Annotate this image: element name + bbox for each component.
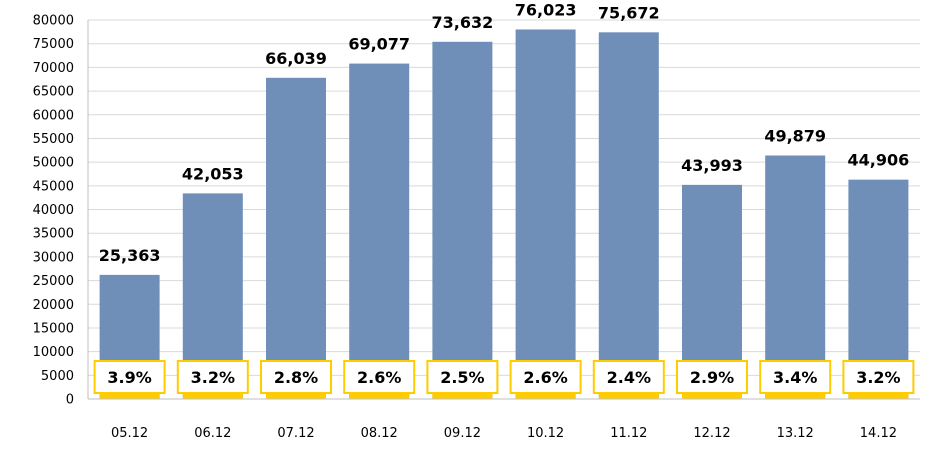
percent-label: 3.2% [856, 368, 900, 387]
bars: 25,363 3.9% 42,053 3.2% 66,039 2.8% 69,077 2.6%… [93, 0, 915, 400]
y-tick-label: 10000 [33, 345, 74, 360]
y-tick-label: 0 [66, 393, 74, 408]
bar [349, 63, 410, 400]
bar-value-label: 49,879 [764, 126, 826, 145]
x-tick-label: 14.12 [860, 426, 897, 441]
percent-label-box [759, 360, 832, 394]
percent-label: 2.9% [690, 368, 734, 387]
bar [515, 29, 576, 399]
bar-value-label: 69,077 [348, 35, 410, 54]
bar-value-label: 73,632 [432, 13, 494, 32]
y-tick-label: 75000 [33, 37, 74, 52]
bar [266, 77, 326, 400]
y-tick-label: 65000 [33, 85, 74, 100]
x-tick-label: 06.12 [194, 426, 231, 441]
y-tick-label: 15000 [33, 321, 74, 336]
percent-label-box [176, 360, 249, 394]
percent-label: 2.5% [440, 368, 484, 387]
y-tick-label: 55000 [33, 132, 74, 147]
bar [598, 32, 659, 399]
y-tick-label: 30000 [33, 250, 74, 265]
x-tick-label: 09.12 [444, 426, 481, 441]
y-tick-label: 70000 [33, 61, 74, 76]
y-tick-label: 25000 [33, 274, 74, 289]
y-tick-label: 50000 [33, 156, 74, 171]
x-tick-label: 05.12 [111, 426, 148, 441]
y-tick-label: 45000 [33, 179, 74, 194]
percent-label: 3.4% [773, 368, 817, 387]
percent-label-box [509, 360, 582, 394]
y-tick-label: 40000 [33, 203, 74, 218]
bar-value-label: 75,672 [598, 3, 660, 22]
y-tick-label: 20000 [33, 298, 74, 313]
y-tick-label: 35000 [33, 227, 74, 242]
bar [765, 155, 826, 399]
percent-label-box [260, 360, 332, 394]
percent-label-box [842, 360, 915, 394]
bar-value-label: 43,993 [681, 156, 743, 175]
percent-label-box [93, 360, 166, 394]
y-axis: 0 5000 10000 15000 20000 25000 30000 35000 40000… [33, 14, 89, 408]
percent-label: 2.8% [274, 368, 318, 387]
x-tick-label: 10.12 [527, 426, 564, 441]
y-tick-label: 5000 [41, 369, 74, 384]
bar-value-label: 76,023 [515, 0, 577, 19]
percent-label-box [426, 360, 499, 394]
x-axis: 05.12 06.12 07.12 08.12 09.12 10.12 11.12 12.12… [88, 398, 920, 441]
bar [432, 41, 493, 399]
bar-value-label: 44,906 [848, 151, 910, 170]
percent-label-box [676, 360, 748, 394]
y-tick-label: 60000 [33, 108, 74, 123]
x-tick-label: 07.12 [277, 426, 314, 441]
percent-label: 2.4% [607, 368, 651, 387]
bar-value-label: 42,053 [182, 164, 244, 183]
x-tick-label: 13.12 [777, 426, 814, 441]
bar-value-label: 66,039 [265, 49, 327, 68]
percent-label: 3.2% [191, 368, 235, 387]
percent-label: 3.9% [107, 368, 151, 387]
percent-label: 2.6% [523, 368, 567, 387]
y-tick-label: 80000 [33, 14, 74, 29]
x-tick-label: 08.12 [361, 426, 398, 441]
x-tick-label: 11.12 [610, 426, 647, 441]
x-tick-label: 12.12 [693, 426, 730, 441]
bar-value-label: 25,363 [99, 246, 161, 265]
percent-label-box [592, 360, 665, 394]
percent-label: 2.6% [357, 368, 401, 387]
percent-label-box [343, 360, 416, 394]
